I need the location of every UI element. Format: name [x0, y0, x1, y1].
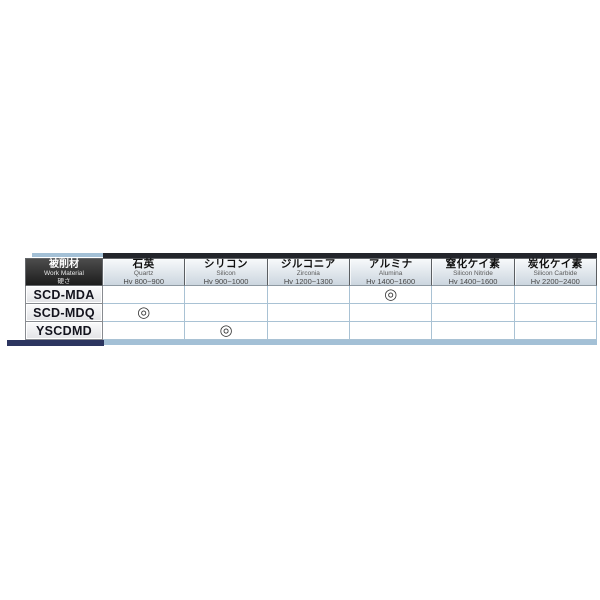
column-name: シリコン	[203, 257, 248, 270]
column-name: 窒化ケイ素	[445, 257, 501, 270]
column-header-zirconia: ジルコニア Zirconia Hv 1200~1300	[267, 257, 350, 287]
column-name-en: Silicon Nitride	[453, 269, 493, 277]
column-header-silicon: シリコン Silicon Hv 900~1000	[185, 257, 268, 287]
mark-cell: ◎	[103, 304, 186, 322]
corner-note: 硬さ	[57, 277, 71, 285]
column-hardness: Hv 900~1000	[203, 277, 249, 287]
accent-bar-top-left	[32, 253, 103, 257]
table-row: SCD-MDQ ◎	[25, 304, 597, 322]
mark-cell	[349, 322, 433, 340]
mark-cell	[432, 304, 515, 322]
column-name: ジルコニア	[280, 257, 336, 270]
column-header-quartz: 石英 Quartz Hv 800~900	[103, 257, 186, 287]
column-hardness: Hv 1400~1600	[366, 277, 416, 287]
column-name-en: Silicon Carbide	[533, 269, 578, 277]
mark-cell	[103, 322, 186, 340]
accent-bar-top-main	[103, 253, 597, 258]
corner-title: 被削材	[49, 259, 79, 270]
mark-cell	[267, 304, 350, 322]
mark-cell: ◎	[185, 322, 268, 340]
accent-bar-bottom-left	[7, 340, 104, 346]
mark-cell	[432, 322, 515, 340]
column-name-en: Zirconia	[296, 269, 320, 277]
mark-cell	[514, 322, 597, 340]
corner-subtitle: Work Material	[44, 270, 84, 277]
column-header-silicon-nitride: 窒化ケイ素 Silicon Nitride Hv 1400~1600	[432, 257, 515, 287]
table-row: SCD-MDA ◎	[25, 286, 597, 304]
accent-bar-bottom-main	[104, 340, 597, 345]
mark-cell	[267, 322, 350, 340]
mark-cell	[349, 304, 433, 322]
column-hardness: Hv 2200~2400	[530, 277, 580, 287]
table-row: YSCDMD ◎	[25, 322, 597, 340]
column-hardness: Hv 1200~1300	[283, 277, 333, 287]
mark-cell	[185, 304, 268, 322]
column-name: 石英	[132, 257, 155, 270]
mark-cell: ◎	[349, 286, 433, 304]
mark-cell	[185, 286, 268, 304]
mark-cell	[267, 286, 350, 304]
column-name-en: Alumina	[378, 269, 403, 277]
column-name-en: Quartz	[133, 269, 154, 277]
mark-cell	[103, 286, 186, 304]
corner-header-cell: 被削材 Work Material 硬さ	[25, 258, 103, 286]
work-material-compatibility-table: 被削材 Work Material 硬さ 石英 Quartz Hv 800~90…	[25, 258, 597, 340]
column-hardness: Hv 1400~1600	[448, 277, 498, 287]
column-name: アルミナ	[368, 257, 413, 270]
column-hardness: Hv 800~900	[123, 277, 164, 287]
column-name-en: Silicon	[216, 269, 236, 277]
mark-cell	[514, 286, 597, 304]
column-header-alumina: アルミナ Alumina Hv 1400~1600	[349, 257, 433, 287]
row-label-yscdmd: YSCDMD	[25, 322, 103, 340]
column-header-silicon-carbide: 炭化ケイ素 Silicon Carbide Hv 2200~2400	[514, 257, 597, 287]
mark-cell	[432, 286, 515, 304]
column-name: 炭化ケイ素	[527, 257, 583, 270]
table-header-row: 被削材 Work Material 硬さ 石英 Quartz Hv 800~90…	[25, 258, 597, 286]
row-label-scd-mdq: SCD-MDQ	[25, 304, 103, 322]
mark-cell	[514, 304, 597, 322]
row-label-scd-mda: SCD-MDA	[25, 286, 103, 304]
